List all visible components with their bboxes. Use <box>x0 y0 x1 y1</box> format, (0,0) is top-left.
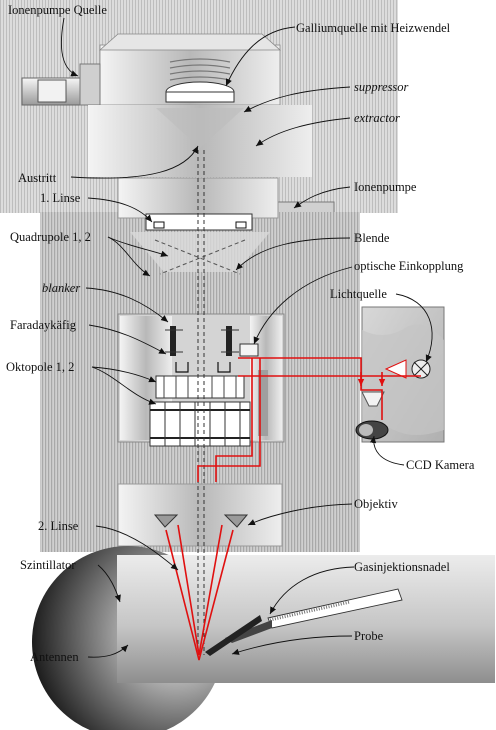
label-lens-2: 2. Linse <box>38 519 79 533</box>
label-gallium-source: Galliumquelle mit Heizwendel <box>296 21 451 35</box>
optical-axis <box>197 150 205 655</box>
label-light-source: Lichtquelle <box>330 287 387 301</box>
label-gas-needle: Gasinjektionsnadel <box>354 560 450 574</box>
label-octopole: Oktopole 1, 2 <box>6 360 74 374</box>
label-antennas: Antennen <box>30 650 79 664</box>
label-blanker: blanker <box>42 281 80 295</box>
label-extractor: extractor <box>354 111 400 125</box>
gallium-source <box>165 58 235 103</box>
laser-beam-path <box>165 357 421 661</box>
ccd-camera <box>355 420 389 440</box>
objective-section <box>40 452 360 552</box>
label-ion-pump: Ionenpumpe <box>354 180 417 194</box>
label-scintillator: Szintillator <box>20 558 76 572</box>
label-exit: Austritt <box>18 171 57 185</box>
label-suppressor: suppressor <box>354 80 409 94</box>
faraday-cup <box>175 362 231 373</box>
blanker-plates <box>165 326 239 356</box>
label-lens-1: 1. Linse <box>40 191 81 205</box>
label-optical-coupling: optische Einkopplung <box>354 259 464 273</box>
label-quadrupole: Quadrupole 1, 2 <box>10 230 91 244</box>
label-ion-pump-source: Ionenpumpe Quelle <box>8 3 107 17</box>
label-aperture: Blende <box>354 231 390 245</box>
sample <box>205 615 262 656</box>
label-ccd-camera: CCD Kamera <box>406 458 475 472</box>
octopole-1 <box>155 375 245 399</box>
labels: Ionenpumpe Quelle Galliumquelle mit Heiz… <box>6 3 475 664</box>
leader-arrows <box>60 17 433 658</box>
label-sample: Probe <box>354 629 384 643</box>
optical-coupling <box>239 343 268 436</box>
octopole-2 <box>149 401 251 447</box>
extractor-electrodes <box>88 105 312 177</box>
label-objective: Objektiv <box>354 497 398 511</box>
label-faraday-cup: Faradaykäfig <box>10 318 77 332</box>
